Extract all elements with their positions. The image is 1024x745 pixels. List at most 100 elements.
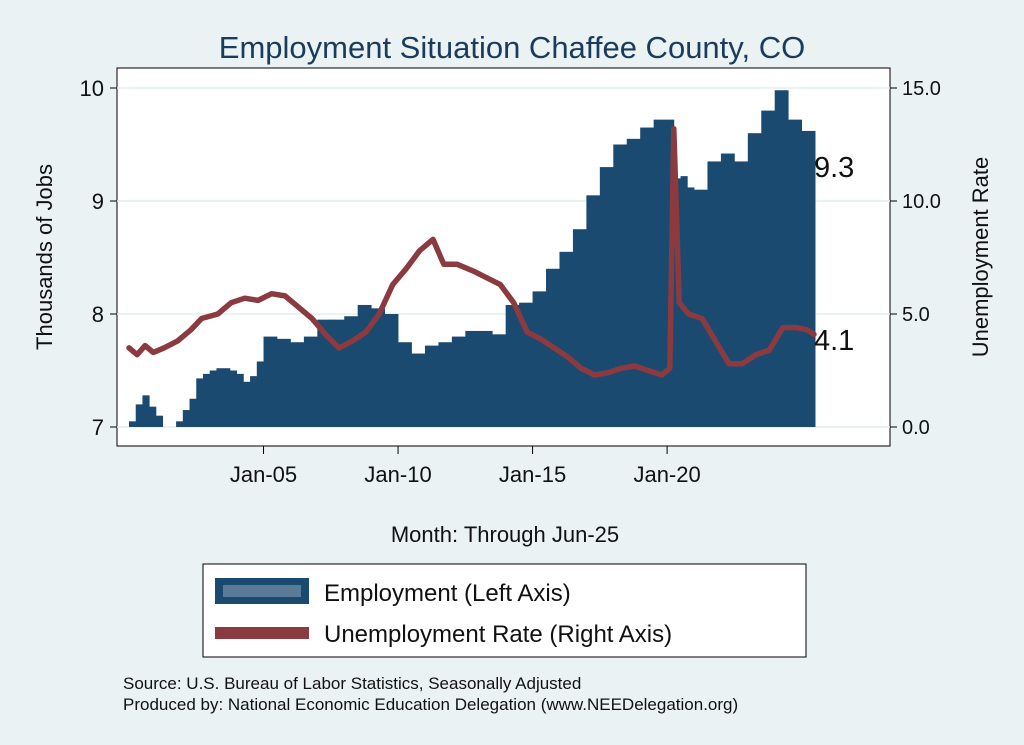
- employment-bar: [312, 336, 316, 427]
- employment-bar: [241, 373, 244, 427]
- employment-bar: [620, 144, 623, 427]
- employment-bar: [146, 395, 150, 427]
- employment-bar: [812, 130, 816, 427]
- employment-bar: [687, 187, 690, 427]
- employment-bar: [191, 398, 195, 427]
- employment-bar: [642, 127, 646, 428]
- employment-bar: [649, 127, 652, 428]
- employment-bar: [281, 338, 285, 427]
- employment-bar: [301, 342, 305, 427]
- employment-bar: [442, 342, 446, 427]
- employment-bar: [570, 251, 574, 427]
- employment-bar: [144, 395, 148, 427]
- employment-bar: [507, 304, 511, 427]
- x-axis: Jan-05 Jan-10 Jan-15 Jan-20: [230, 446, 701, 487]
- employment-bar: [290, 342, 294, 427]
- employment-bar: [135, 404, 139, 427]
- employment-bar: [292, 342, 296, 427]
- employment-bar: [534, 291, 538, 427]
- employment-bar: [615, 144, 619, 427]
- employment-bars: [129, 90, 816, 428]
- employment-bar: [373, 308, 377, 427]
- employment-bar: [664, 119, 668, 427]
- employment-bar: [523, 302, 527, 427]
- employment-bar: [131, 421, 134, 427]
- employment-bar: [272, 336, 276, 427]
- employment-bar: [299, 342, 303, 427]
- employment-bar: [460, 336, 464, 427]
- employment-bar: [276, 338, 280, 427]
- employment-bar: [259, 361, 262, 427]
- employment-bar: [454, 336, 457, 427]
- employment-bar: [149, 406, 152, 427]
- unemployment-end-label: 4.1: [814, 325, 854, 357]
- employment-bar: [487, 330, 491, 427]
- employment-bar: [429, 345, 433, 427]
- employment-bar: [617, 144, 621, 427]
- employment-bar: [637, 138, 641, 427]
- employment-bar: [140, 404, 143, 427]
- employment-bar: [644, 127, 648, 428]
- employment-bar: [229, 370, 233, 427]
- employment-bar: [611, 167, 614, 427]
- employment-bar: [541, 291, 545, 427]
- left-tick-label: 10: [80, 76, 104, 101]
- employment-bar: [348, 316, 352, 427]
- employment-bar: [577, 229, 581, 427]
- employment-bar: [315, 336, 318, 427]
- employment-bar: [234, 370, 238, 427]
- employment-bar: [806, 130, 809, 427]
- employment-bar: [579, 229, 583, 427]
- employment-bar: [447, 342, 451, 427]
- legend-label-employment: Employment (Left Axis): [324, 580, 571, 607]
- employment-bar: [463, 336, 466, 427]
- employment-bar: [590, 195, 594, 427]
- employment-bar: [205, 373, 208, 427]
- employment-bar: [411, 353, 415, 427]
- employment-bar: [353, 316, 356, 427]
- employment-bar: [575, 229, 578, 427]
- employment-bar: [626, 138, 630, 427]
- employment-bar: [436, 345, 439, 427]
- employment-bar: [198, 378, 202, 427]
- employment-bar: [404, 342, 408, 427]
- employment-bar: [335, 319, 338, 427]
- employment-bar: [185, 410, 188, 427]
- employment-bar: [707, 161, 711, 427]
- employment-bar: [445, 342, 448, 427]
- employment-bar: [651, 127, 655, 428]
- employment-bar: [763, 110, 767, 427]
- employment-bar: [465, 330, 468, 427]
- employment-bar: [792, 119, 796, 427]
- employment-bar: [341, 319, 345, 427]
- employment-bar: [696, 189, 699, 427]
- employment-bar: [415, 353, 419, 427]
- employment-bar: [496, 334, 500, 427]
- employment-bar: [211, 370, 215, 427]
- employment-bar: [438, 342, 442, 427]
- employment-bar: [808, 130, 811, 427]
- employment-bar: [180, 421, 184, 427]
- employment-bar: [433, 345, 437, 427]
- employment-bar: [339, 319, 343, 427]
- employment-end-label: 9.3: [814, 152, 854, 184]
- employment-bar: [274, 336, 278, 427]
- x-tick-label: Jan-20: [633, 462, 700, 487]
- employment-bar: [155, 415, 159, 427]
- legend-swatch-employment-inner: [223, 585, 301, 597]
- employment-bar: [326, 319, 329, 427]
- employment-bar: [485, 330, 489, 427]
- employment-bar: [359, 304, 363, 427]
- employment-bar: [667, 119, 670, 427]
- employment-bar: [368, 304, 372, 427]
- employment-bar: [178, 421, 181, 427]
- employment-bar: [344, 316, 347, 427]
- employment-bar: [330, 319, 334, 427]
- employment-bar: [640, 127, 643, 428]
- employment-bar: [781, 90, 785, 427]
- employment-bar: [563, 251, 567, 427]
- employment-bar: [306, 336, 309, 427]
- employment-bar: [310, 336, 314, 427]
- employment-bar: [194, 398, 197, 427]
- employment-bar: [395, 314, 399, 427]
